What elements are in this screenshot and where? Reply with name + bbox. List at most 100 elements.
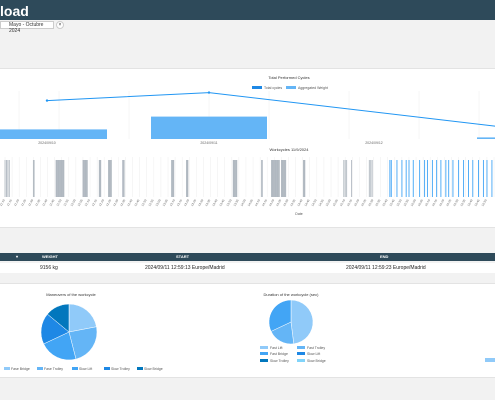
workcycle-bar xyxy=(424,160,426,197)
app-title: load xyxy=(0,3,29,19)
col-header-expand[interactable]: ▾ xyxy=(16,254,19,259)
workcycle-bar xyxy=(389,160,391,197)
workcycles-tick-label: 13:00 xyxy=(155,198,162,207)
workcycle-bar xyxy=(280,160,282,197)
workcycles-tick-label: 15:05 xyxy=(332,198,339,207)
workcycle-bar xyxy=(412,160,414,197)
workcycle-bar xyxy=(482,160,484,197)
workcycle-bar xyxy=(275,160,277,197)
cell-weight: 9156 kg xyxy=(40,265,58,271)
workcycle-bar xyxy=(173,160,175,197)
pie2-legend-label: Fast Trolley xyxy=(307,346,325,350)
date-range-picker[interactable]: Mayo - Octubre 2024 xyxy=(0,21,54,34)
table-header: ▾ WEIGHT START END xyxy=(0,253,495,261)
workcycles-tick-label: 12:35 xyxy=(119,198,126,207)
workcycles-tick-label: 14:10 xyxy=(254,198,261,207)
bar-total-cycles xyxy=(151,116,267,139)
pie1-legend-swatch xyxy=(4,367,10,370)
clear-icon[interactable]: × xyxy=(56,21,64,29)
workcycle-bar xyxy=(232,160,234,197)
pie2-legend-swatch xyxy=(297,352,305,355)
workcycle-bar xyxy=(472,160,474,197)
workcycles-tick-label: 12:25 xyxy=(105,198,112,207)
filter-bar: Mayo - Octubre 2024 × xyxy=(0,20,495,34)
workcycles-tick-label: 16:40 xyxy=(466,198,473,207)
workcycle-bar xyxy=(463,160,465,197)
workcycles-tick-label: 14:30 xyxy=(282,198,289,207)
pie2-slice xyxy=(268,299,292,332)
workcycles-tick-label: 16:05 xyxy=(417,198,424,207)
workcycles-tick-label: 15:55 xyxy=(403,198,410,207)
workcycles-tick-label: 15:30 xyxy=(367,198,374,207)
workcycles-tick-label: 11:20 xyxy=(13,198,20,207)
workcycles-tick-label: 13:30 xyxy=(197,198,204,207)
workcycles-tick-label: 13:10 xyxy=(169,198,176,207)
workcycle-bar xyxy=(62,160,63,197)
col-header-end[interactable]: END xyxy=(380,254,389,259)
pie3-legend-swatch xyxy=(485,358,495,362)
line-aggregated-weight xyxy=(46,92,495,127)
pie2-legend-label: Fast Lift xyxy=(270,346,282,350)
workcycles-tick-label: 11:40 xyxy=(41,198,48,207)
pie2-slice xyxy=(290,299,314,345)
workcycle-bar xyxy=(368,160,370,197)
workcycles-tick-label: 15:50 xyxy=(396,198,403,207)
workcycle-bar xyxy=(186,160,187,197)
table-row[interactable]: 9156 kg 2024/09/11 12:59:13 Europe/Madri… xyxy=(0,263,495,273)
workcycles-tick-label: 15:40 xyxy=(381,198,388,207)
pie2-legend-swatch xyxy=(297,359,305,362)
workcycle-bar xyxy=(271,160,272,197)
workcycle-bar xyxy=(186,160,188,197)
pie1-legend-swatch xyxy=(104,367,110,370)
workcycles-tick-label: 12:50 xyxy=(140,198,147,207)
workcycle-bar xyxy=(108,160,110,197)
pies-chart: Maneuvers of the workcycle Fase Bridge Fas… xyxy=(4,292,495,371)
workcycles-tick-label: 12:20 xyxy=(98,198,105,207)
workcycle-bar xyxy=(236,160,238,197)
workcycle-bar xyxy=(60,160,62,197)
col-header-start[interactable]: START xyxy=(176,254,190,259)
workcycles-tick-label: 13:35 xyxy=(204,198,211,207)
workcycle-bar xyxy=(7,160,9,197)
workcycle-bar xyxy=(401,160,403,197)
workcycles-tick-label: 13:25 xyxy=(190,198,197,207)
workcycle-bar xyxy=(122,160,124,197)
workcycles-xlabel: Date xyxy=(295,212,302,216)
workcycle-bar xyxy=(284,160,286,197)
pie1-legend-swatch xyxy=(137,367,143,370)
workcycle-bar xyxy=(370,160,372,197)
workcycle-bar xyxy=(59,160,61,197)
workcycle-bar xyxy=(61,160,63,197)
workcycles-tick-label: 11:50 xyxy=(55,198,62,207)
legend-aggregated-weight: Aggregated Weight xyxy=(298,86,328,90)
workcycle-bar xyxy=(426,160,428,197)
point-aggregated-weight xyxy=(45,99,49,102)
col-header-weight[interactable]: WEIGHT xyxy=(42,254,58,259)
workcycle-bar xyxy=(33,160,35,197)
workcycle-bar xyxy=(123,160,125,197)
pie1-slice xyxy=(43,331,77,361)
workcycle-bar xyxy=(285,160,287,197)
pies-panel: Maneuvers of the workcycle Fase Bridge Fas… xyxy=(0,283,495,378)
workcycle-bar xyxy=(343,160,345,197)
workcycles-tick-label: 13:05 xyxy=(162,198,169,207)
workcycle-bar xyxy=(436,160,438,197)
workcycle-bar xyxy=(108,160,109,197)
workcycle-bar xyxy=(371,160,373,197)
workcycle-bar xyxy=(187,160,189,197)
pie1-legend-label: Fase Bridge xyxy=(11,367,30,371)
workcycles-tick-label: 11:35 xyxy=(34,198,41,207)
workcycle-bar xyxy=(55,160,57,197)
workcycle-bar xyxy=(346,160,348,197)
workcycle-bar xyxy=(83,160,85,197)
pie1-legend-swatch xyxy=(72,367,78,370)
workcycle-bar xyxy=(445,160,447,197)
workcycles-tick-label: 14:35 xyxy=(289,198,296,207)
workcycles-tick-label: 12:55 xyxy=(147,198,154,207)
workcycle-bar xyxy=(283,160,285,197)
workcycle-bar xyxy=(57,160,58,197)
workcycle-bar xyxy=(351,160,353,197)
workcycle-bar xyxy=(276,160,277,197)
workcycle-bar xyxy=(110,160,112,197)
workcycles-tick-label: 13:45 xyxy=(218,198,225,207)
